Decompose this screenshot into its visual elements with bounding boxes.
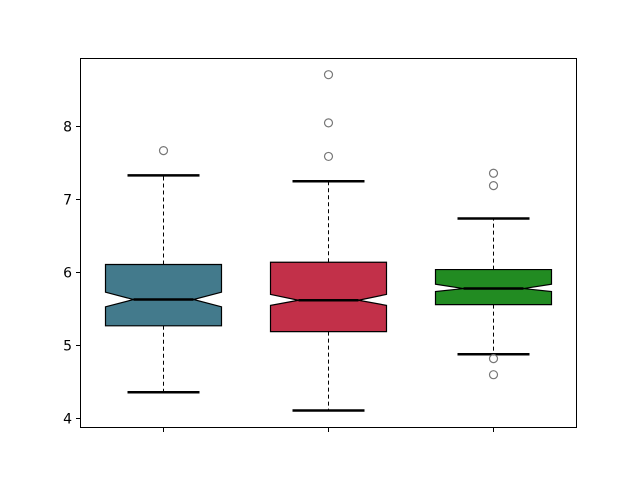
y-tick-label: 5: [63, 339, 72, 355]
outlier-point: [158, 145, 169, 156]
outlier-point: [488, 370, 499, 380]
outlier-point: [488, 168, 499, 178]
outlier-point: [488, 354, 499, 364]
box-3: [434, 168, 553, 380]
y-tick-label: 7: [63, 193, 72, 209]
y-tick-label: 6: [63, 266, 72, 282]
box-2: [269, 70, 388, 412]
box-body: [269, 261, 388, 333]
y-axis: 4 5 6 7 8: [63, 120, 81, 428]
box-body: [104, 263, 223, 327]
box-1: [104, 145, 223, 394]
y-tick-label: 4: [63, 412, 72, 428]
boxes: [104, 70, 553, 412]
y-tick-label: 8: [63, 120, 72, 136]
box-body: [434, 268, 553, 306]
outlier-point: [323, 151, 334, 162]
outlier-point: [323, 70, 334, 80]
outlier-point: [323, 118, 334, 128]
plot-area: [80, 58, 577, 428]
x-axis: [163, 427, 494, 432]
outlier-point: [488, 181, 499, 191]
